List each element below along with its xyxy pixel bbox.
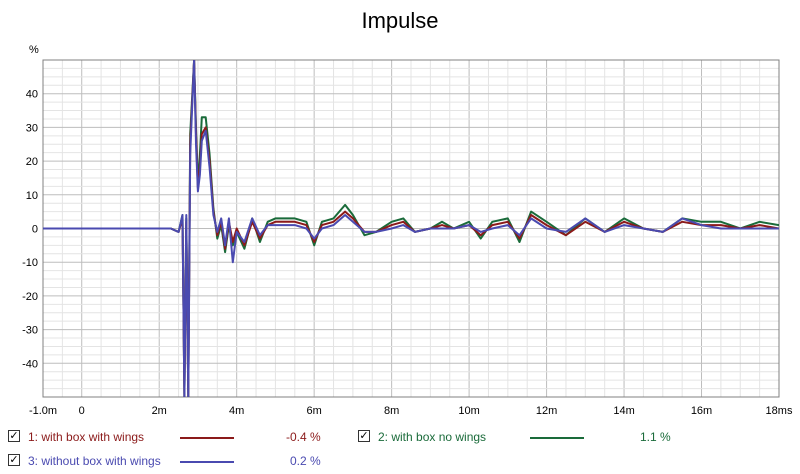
y-tick-label: -40 xyxy=(22,358,38,370)
x-tick-label: 0 xyxy=(79,405,85,417)
series-2-value: 1.1 % xyxy=(640,430,671,444)
series-lines xyxy=(43,60,779,397)
y-tick-label: 10 xyxy=(26,190,38,202)
x-tick-label: -1.0m xyxy=(29,405,57,417)
x-tick-label: 4m xyxy=(229,405,244,417)
series-1-swatch xyxy=(180,437,234,439)
series-3-checkbox[interactable]: ✓ xyxy=(8,454,20,466)
series-1-label: 1: with box with wings xyxy=(28,430,145,444)
y-axis-unit: % xyxy=(29,44,39,56)
series-3-label: 3: without box with wings xyxy=(28,454,161,468)
series-2-label: 2: with box no wings xyxy=(378,430,487,444)
x-tick-label: 2m xyxy=(152,405,167,417)
series-3-swatch xyxy=(180,461,234,463)
x-tick-label: 18ms xyxy=(766,405,793,417)
legend-entry-series-2[interactable]: ✓ 2: with box no wings 1.1 % xyxy=(358,428,698,446)
y-tick-label: 20 xyxy=(26,156,38,168)
series-3-value: 0.2 % xyxy=(290,454,321,468)
series-2-checkbox[interactable]: ✓ xyxy=(358,430,370,442)
y-tick-label: 0 xyxy=(32,224,38,236)
series-1-value: -0.4 % xyxy=(286,430,321,444)
x-tick-label: 16m xyxy=(691,405,712,417)
legend: ✓ 1: with box with wings -0.4 % ✓ 2: wit… xyxy=(0,424,800,474)
x-tick-label: 8m xyxy=(384,405,399,417)
series-line-3 xyxy=(43,60,779,397)
y-tick-label: 40 xyxy=(26,89,38,101)
y-tick-label: -10 xyxy=(22,257,38,269)
y-tick-label: -20 xyxy=(22,291,38,303)
x-tick-label: 6m xyxy=(307,405,322,417)
x-tick-label: 12m xyxy=(536,405,557,417)
series-2-swatch xyxy=(530,437,584,439)
x-tick-label: 14m xyxy=(613,405,634,417)
chart-title: Impulse xyxy=(361,8,439,33)
series-1-checkbox[interactable]: ✓ xyxy=(8,430,20,442)
y-tick-label: -30 xyxy=(22,325,38,337)
legend-entry-series-3[interactable]: ✓ 3: without box with wings 0.2 % xyxy=(8,452,338,470)
legend-entry-series-1[interactable]: ✓ 1: with box with wings -0.4 % xyxy=(8,428,338,446)
x-tick-label: 10m xyxy=(458,405,479,417)
impulse-plot: 40 30 20 10 0 -10 -20 -30 -40 -1.0m 0 2m 4m 6m 8m 10m 12… xyxy=(22,44,793,417)
y-tick-label: 30 xyxy=(26,122,38,134)
